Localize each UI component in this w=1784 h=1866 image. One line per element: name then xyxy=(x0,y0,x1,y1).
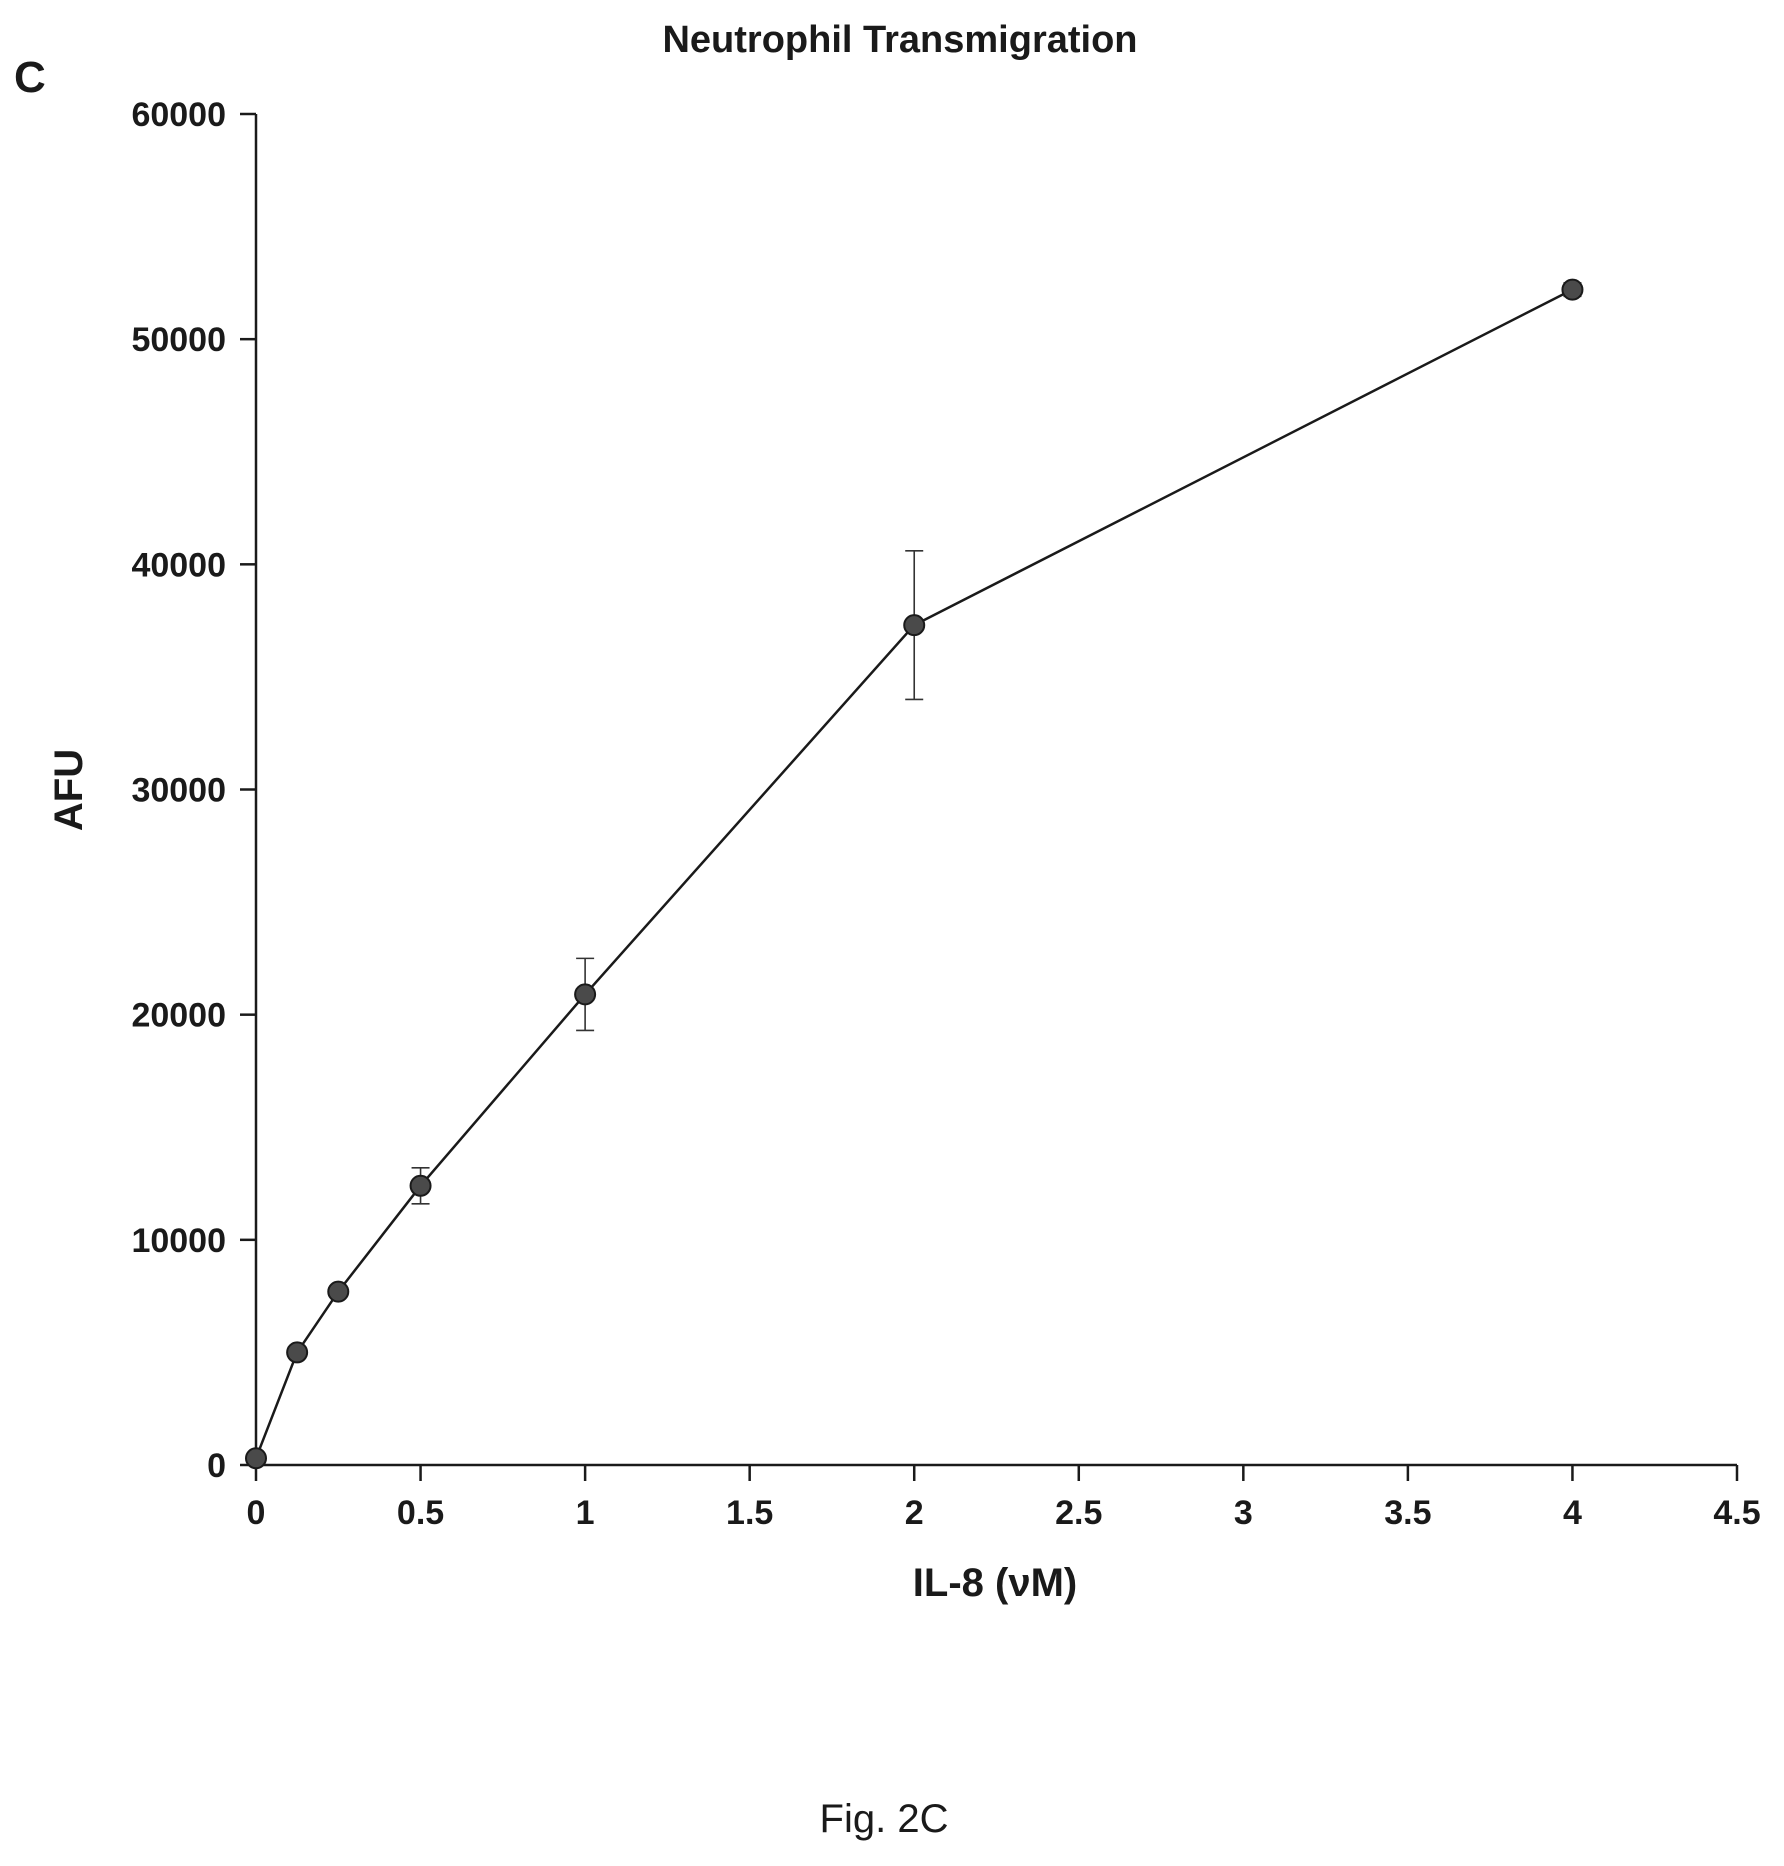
x-tick-label: 3.5 xyxy=(1384,1494,1431,1532)
data-point xyxy=(1561,278,1584,301)
x-tick-label: 2.5 xyxy=(1055,1494,1102,1532)
y-tick-label: 10000 xyxy=(131,1222,226,1260)
y-tick-label: 60000 xyxy=(131,96,226,134)
panel-label: C xyxy=(14,53,46,102)
x-tick-label: 2 xyxy=(905,1494,924,1532)
x-axis: 0 0.5 1 1.5 2 2.5 3 3.5 4 4.5 xyxy=(247,1463,1761,1532)
y-tick-label: 0 xyxy=(207,1447,226,1485)
x-tick-label: 1.5 xyxy=(726,1494,773,1532)
y-axis-label: AFU xyxy=(47,749,91,831)
y-tick-label: 30000 xyxy=(131,772,226,810)
figure-caption: Fig. 2C xyxy=(820,1797,949,1841)
x-tick-label: 1 xyxy=(576,1494,595,1532)
x-tick-label: 0.5 xyxy=(397,1494,444,1532)
chart-title: Neutrophil Transmigration xyxy=(662,19,1137,61)
y-tick-label: 20000 xyxy=(131,997,226,1035)
x-tick-label: 4.5 xyxy=(1713,1494,1760,1532)
y-ticks: 0 10000 20000 30000 40000 50000 60000 xyxy=(131,96,256,1485)
y-tick-label: 40000 xyxy=(131,546,226,584)
data-point xyxy=(903,614,926,637)
data-point xyxy=(245,1447,267,1470)
x-tick-label: 4 xyxy=(1563,1494,1582,1532)
y-tick-label: 50000 xyxy=(131,321,226,359)
data-point xyxy=(286,1341,309,1364)
data-point xyxy=(574,983,597,1006)
x-tick-label: 3 xyxy=(1234,1494,1253,1532)
series-line xyxy=(254,288,1573,1459)
data-point xyxy=(327,1280,350,1303)
plot-area xyxy=(245,278,1584,1470)
y-axis: 0 10000 20000 30000 40000 50000 60000 xyxy=(131,96,258,1485)
data-point xyxy=(409,1174,432,1197)
x-tick-label: 0 xyxy=(247,1494,266,1532)
x-axis-label: IL-8 (νM) xyxy=(913,1561,1077,1605)
x-ticks: 0 0.5 1 1.5 2 2.5 3 3.5 4 4.5 xyxy=(247,1465,1761,1532)
